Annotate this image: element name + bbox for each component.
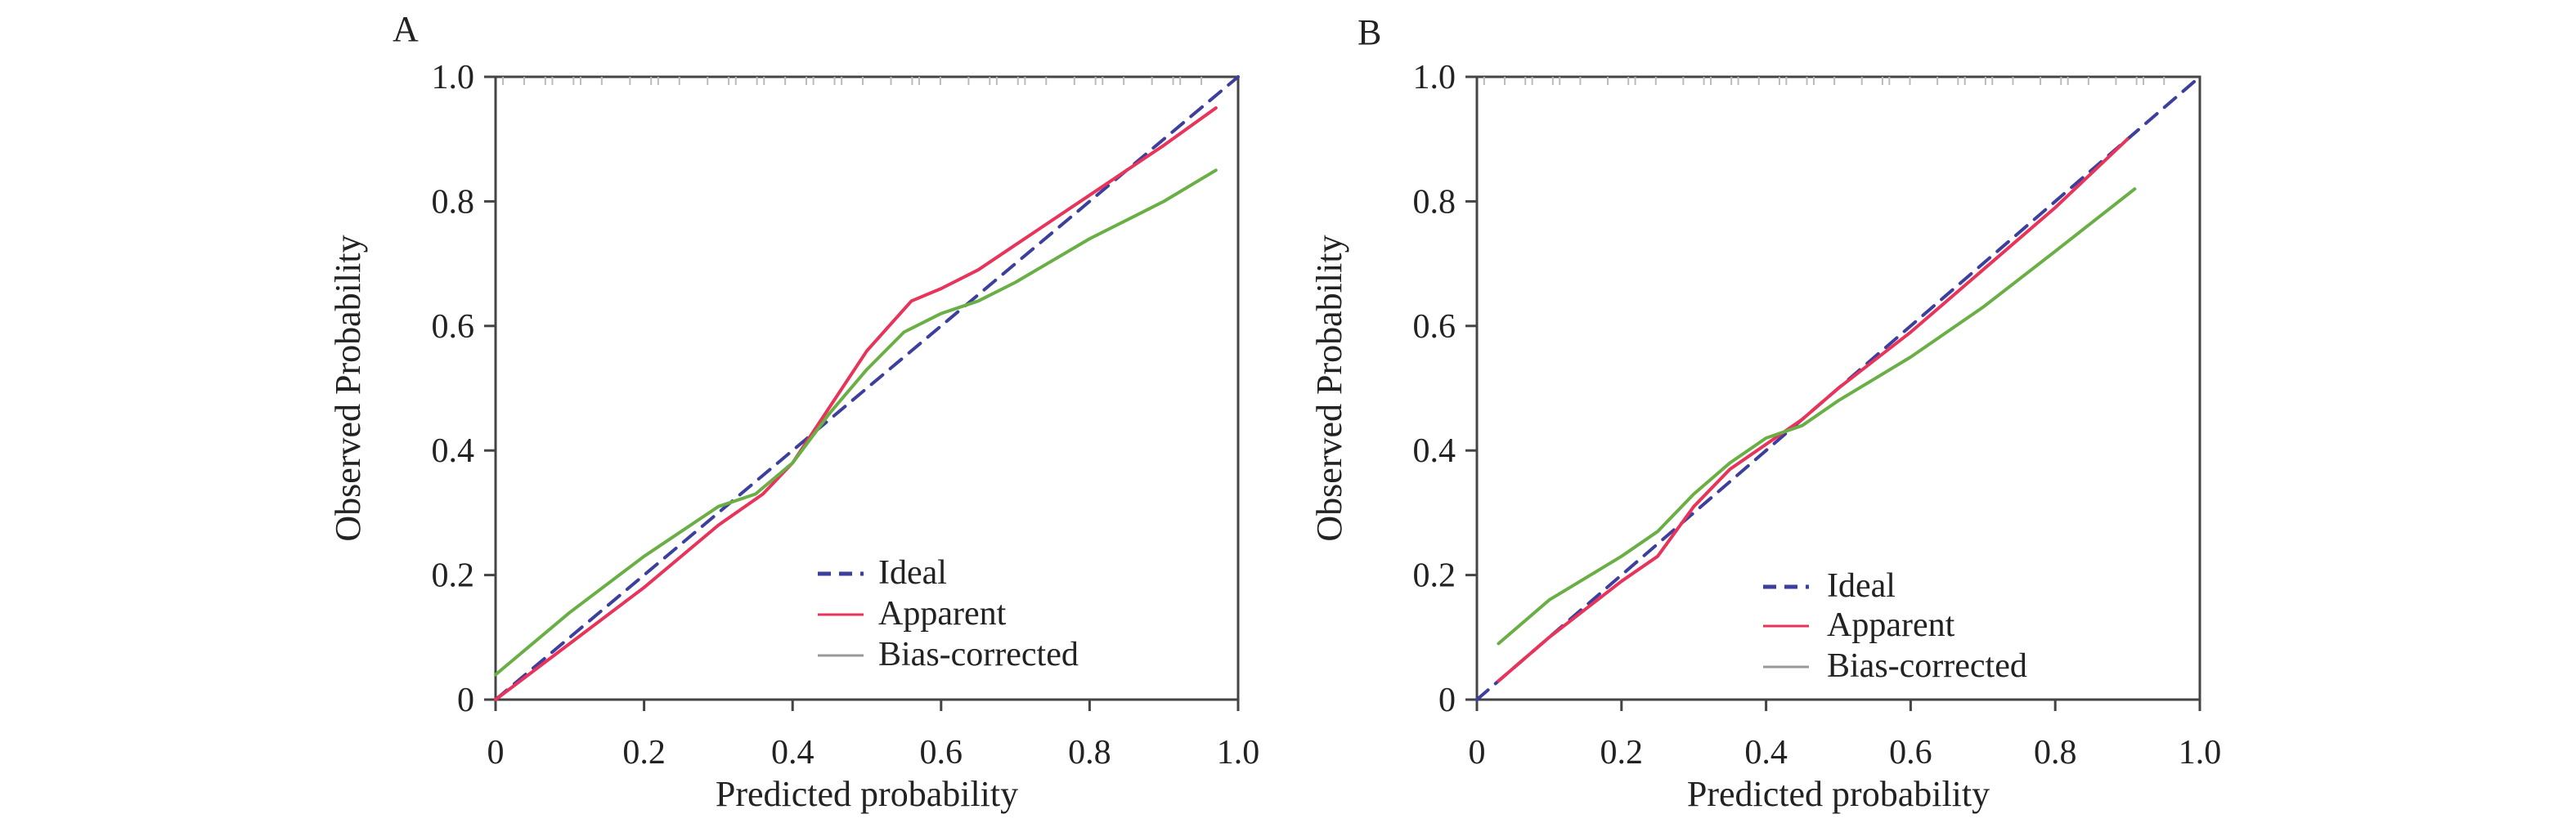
chart-panel-b: B 0 0.2 0.4 0.6 0.8 1.0 0 0.2 0.4 0.6 0.8 1.0 Predict…: [1309, 12, 2221, 814]
x-tick-label: 0.8: [2034, 734, 2077, 772]
x-tick-label: 0.4: [771, 734, 815, 772]
legend-label: Bias-corrected: [1827, 647, 2027, 685]
panel-label: A: [393, 9, 419, 49]
panel-label: B: [1358, 12, 1381, 52]
x-tick-label: 0.2: [1600, 734, 1644, 772]
y-tick-label: 1.0: [432, 59, 475, 96]
legend-label: Apparent: [878, 595, 1007, 633]
x-tick-label: 0.6: [1889, 734, 1932, 772]
series-line-apparent: [494, 106, 1218, 701]
x-tick-label: 0.6: [920, 734, 963, 772]
plot-frame: [494, 75, 1240, 701]
series-line-bias-corrected: [494, 168, 1218, 677]
x-tick-label: 1.0: [2179, 734, 2222, 772]
y-axis-label: Observed Probability: [1309, 235, 1349, 541]
y-tick-label: 0.4: [1413, 432, 1456, 470]
x-tick-label: 0.4: [1744, 734, 1788, 772]
legend-label: Ideal: [878, 554, 947, 592]
y-axis-label: Observed Probability: [328, 235, 368, 541]
y-tick-label: 1.0: [1413, 59, 1456, 96]
x-tick-label: 0.2: [622, 734, 666, 772]
y-tick-label: 0: [457, 682, 474, 719]
chart-panel-a: A 0 0.2 0.4 0.6 0.8 1.0 0 0.2 0.4 0.6 0.8 1.0 Predict…: [328, 9, 1259, 814]
legend-label: Ideal: [1827, 567, 1896, 605]
x-axis-label: Predicted probability: [716, 774, 1018, 814]
series-line-apparent: [1497, 137, 2129, 683]
x-axis-label: Predicted probability: [1687, 774, 1990, 814]
plot-frame: [1475, 75, 2201, 701]
series-line-bias-corrected: [1497, 187, 2137, 646]
x-tick-label: 0: [487, 734, 505, 772]
legend-label: Bias-corrected: [878, 636, 1079, 673]
x-tick-label: 0: [1469, 734, 1486, 772]
y-tick-label: 0.6: [432, 308, 475, 346]
y-tick-label: 0.2: [1413, 557, 1456, 595]
y-tick-label: 0.2: [432, 557, 475, 595]
y-tick-label: 0.8: [432, 183, 475, 221]
y-tick-label: 0.6: [1413, 308, 1456, 346]
y-tick-label: 0.4: [432, 432, 475, 470]
x-tick-label: 0.8: [1068, 734, 1111, 772]
x-tick-label: 1.0: [1217, 734, 1260, 772]
legend-label: Apparent: [1827, 606, 1955, 644]
y-tick-label: 0: [1438, 682, 1456, 719]
series-line-ideal: [494, 75, 1240, 701]
y-tick-label: 0.8: [1413, 183, 1456, 221]
